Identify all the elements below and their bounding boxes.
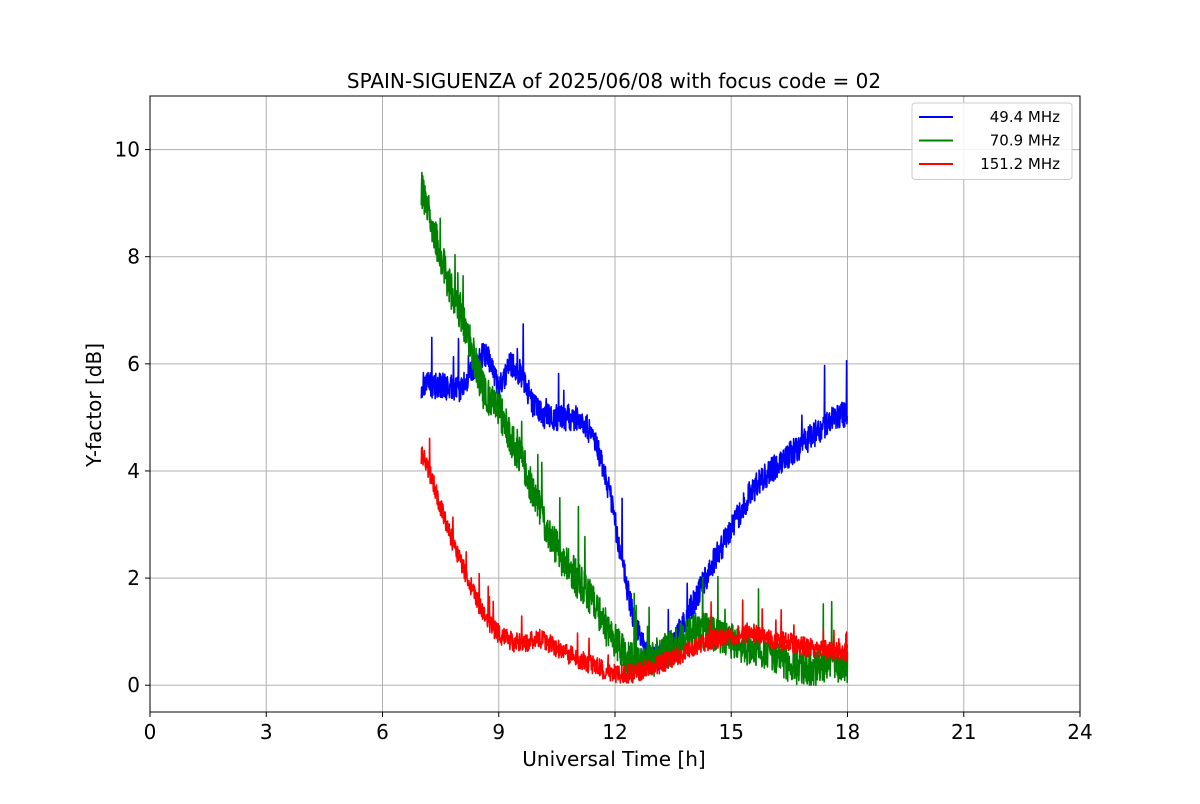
legend-box — [911, 102, 1073, 180]
x-tick-label: 3 — [260, 720, 273, 744]
y-axis-label: Y-factor [dB] — [82, 343, 106, 468]
y-tick-label: 0 — [127, 673, 140, 697]
series-lines — [420, 171, 849, 687]
x-tick-label: 15 — [719, 720, 744, 744]
legend-entry-label: 151.2 MHz — [980, 155, 1060, 173]
y-tick-label: 8 — [127, 245, 140, 269]
x-tick-label: 24 — [1067, 720, 1092, 744]
series-line-2 — [420, 171, 849, 687]
x-tick-label: 9 — [492, 720, 505, 744]
y-tick-label: 10 — [115, 138, 140, 162]
x-tick-label: 18 — [835, 720, 860, 744]
x-tick-label: 6 — [376, 720, 389, 744]
y-tick-label: 6 — [127, 352, 140, 376]
chart-title: SPAIN-SIGUENZA of 2025/06/08 with focus … — [347, 69, 881, 93]
x-axis-label: Universal Time [h] — [522, 747, 705, 771]
series-line-3 — [420, 437, 849, 684]
y-tick-label: 4 — [127, 459, 140, 483]
x-tick-label: 21 — [951, 720, 976, 744]
y-tick-label: 2 — [127, 566, 140, 590]
x-tick-label: 12 — [602, 720, 627, 744]
legend-entry-label: 49.4 MHz — [990, 108, 1060, 126]
x-tick-label: 0 — [144, 720, 157, 744]
legend: 49.4 MHz 70.9 MHz 151.2 MHz — [911, 102, 1073, 180]
legend-entry-label: 70.9 MHz — [990, 132, 1060, 150]
